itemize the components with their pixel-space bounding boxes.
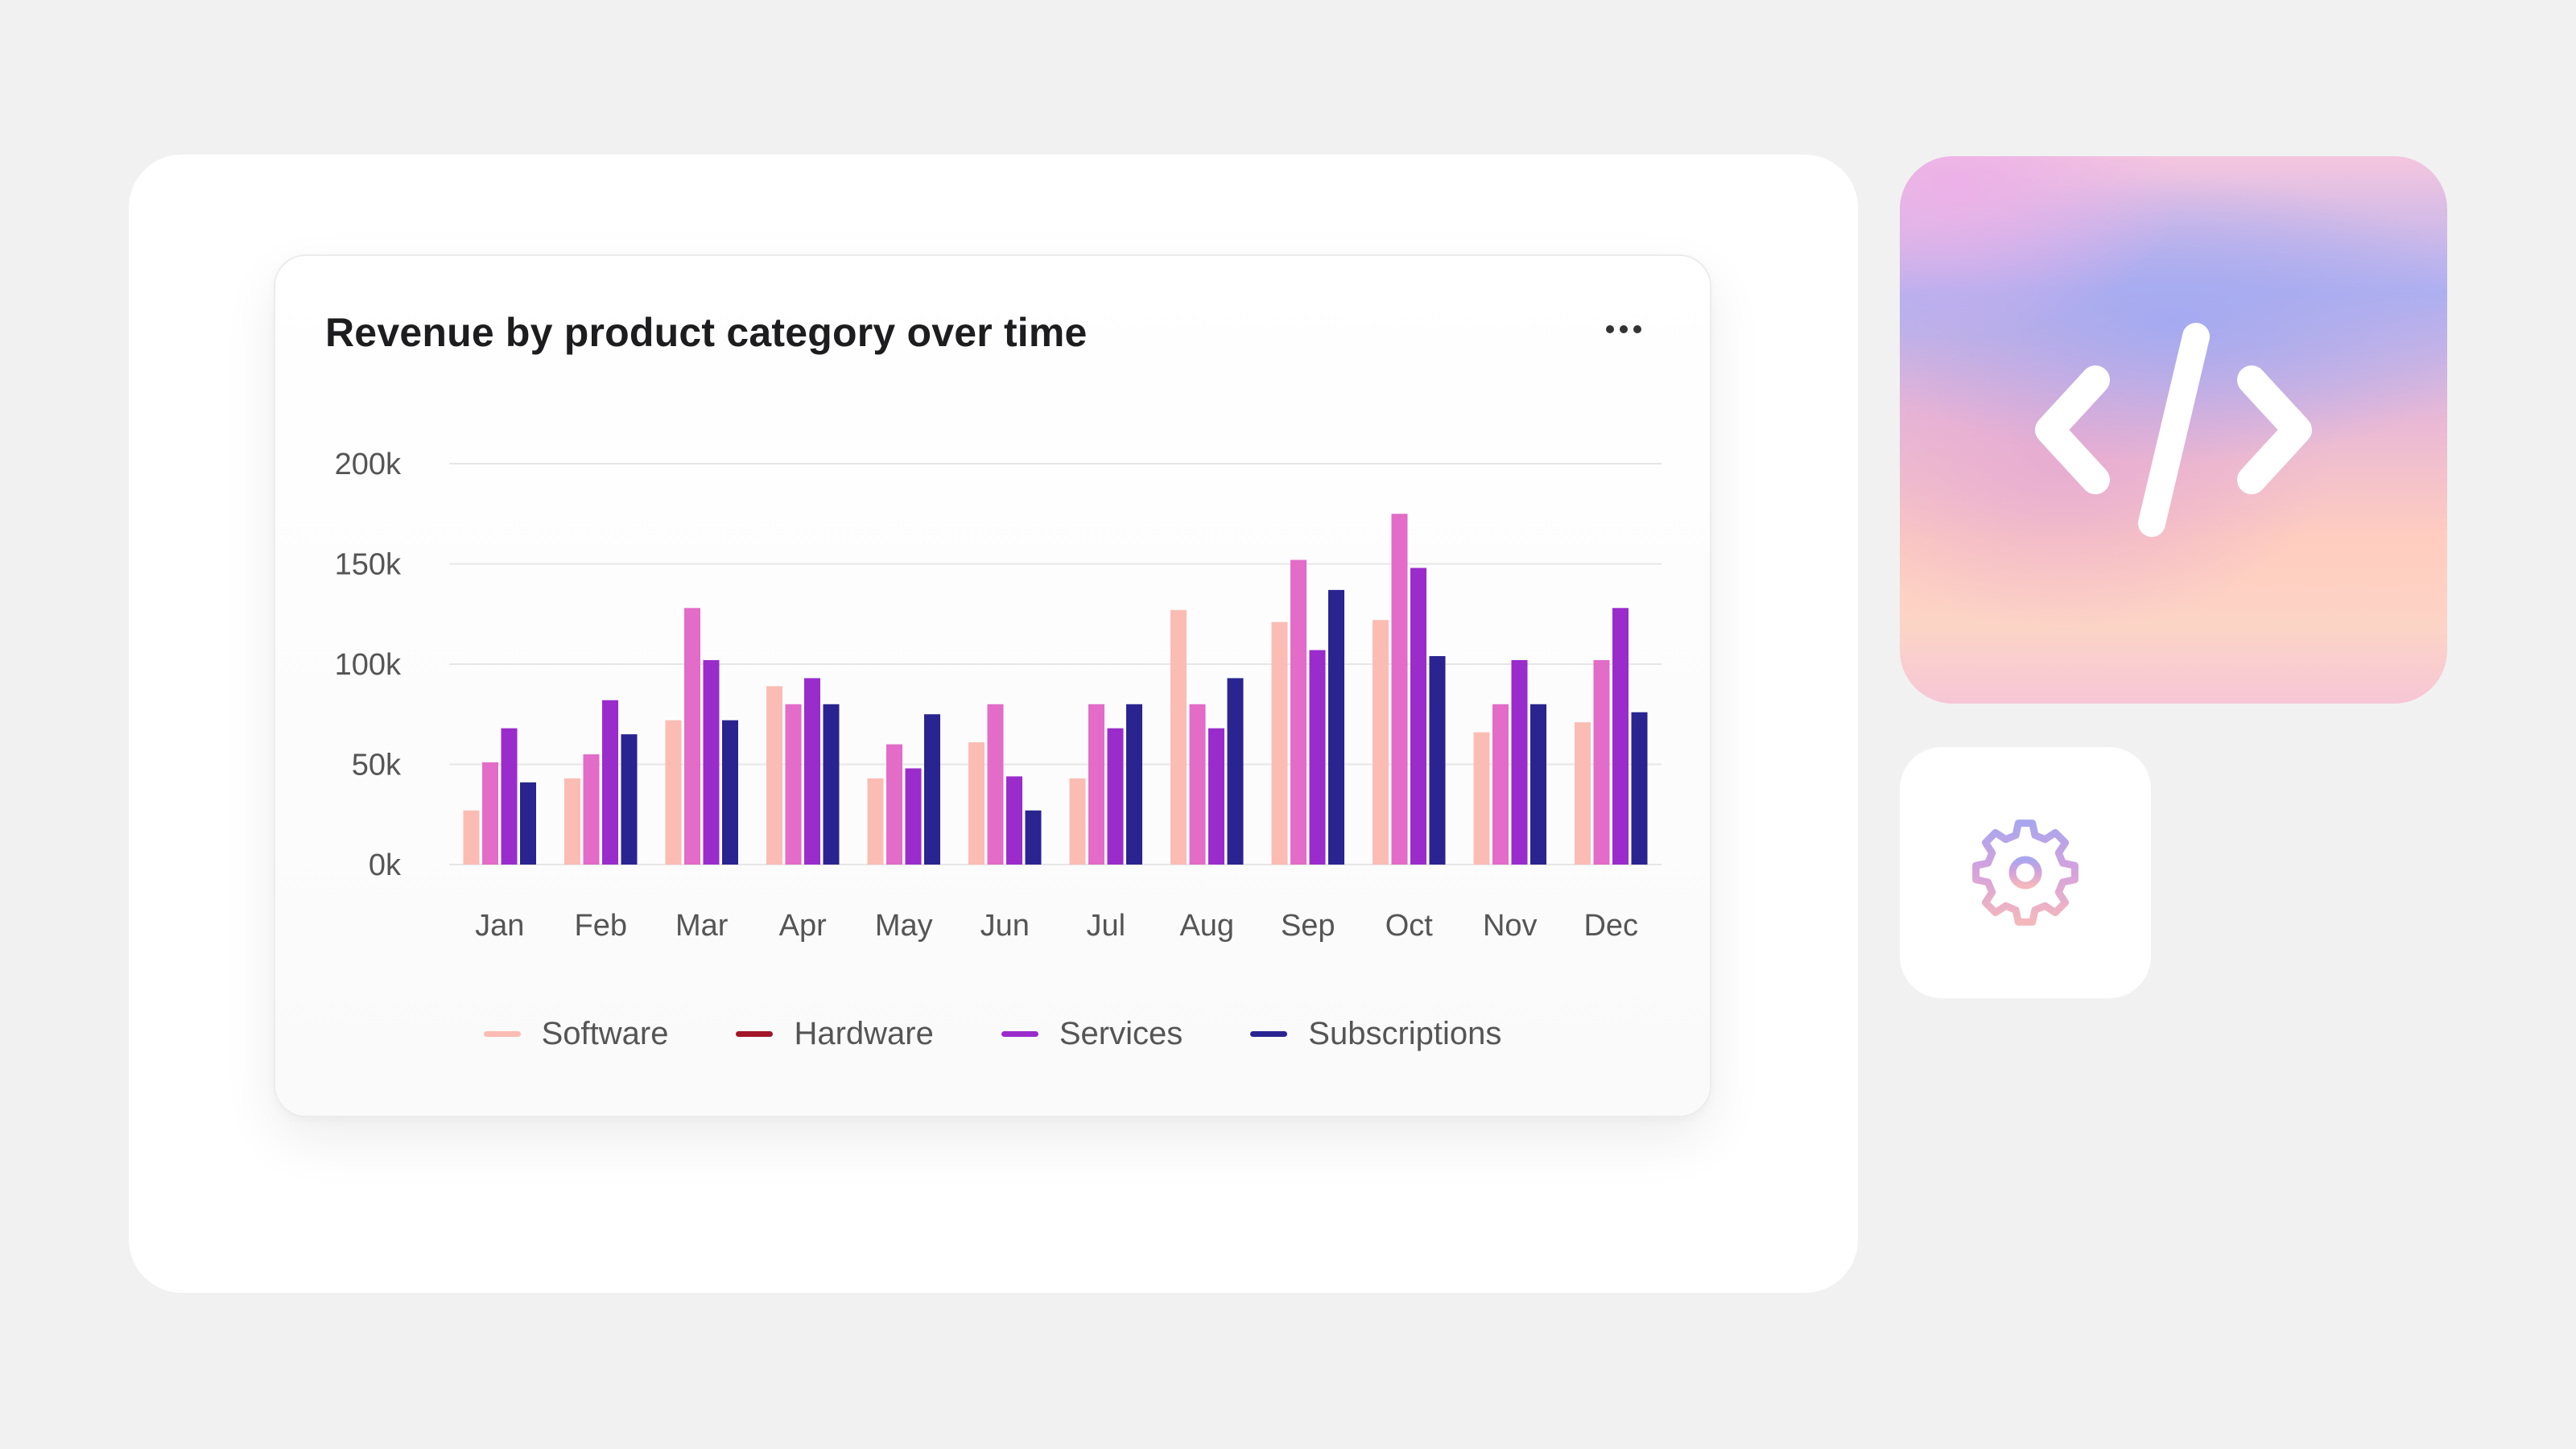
bar-subscriptions-jun[interactable] bbox=[1025, 810, 1042, 865]
bar-services-jul[interactable] bbox=[1107, 728, 1124, 865]
bar-subscriptions-apr[interactable] bbox=[823, 704, 840, 865]
bar-subscriptions-sep[interactable] bbox=[1328, 589, 1344, 865]
bar-chart: 0k 50k 100k 150k 200k Jan Feb Mar Apr May Jun Jul Au… bbox=[335, 448, 1662, 943]
bar-subscriptions-jan[interactable] bbox=[520, 782, 536, 865]
bar-services-sep[interactable] bbox=[1309, 650, 1326, 865]
more-options-button[interactable] bbox=[1587, 308, 1660, 351]
bar-subscriptions-jul[interactable] bbox=[1126, 704, 1142, 865]
legend-item-subscriptions[interactable]: Subscriptions bbox=[1250, 1016, 1501, 1052]
bar-subscriptions-nov[interactable] bbox=[1530, 704, 1546, 865]
more-horizontal-icon-dot bbox=[1606, 325, 1614, 333]
x-tick-label: Feb bbox=[575, 909, 627, 943]
x-tick-label: Apr bbox=[779, 909, 827, 943]
bar-hardware-nov[interactable] bbox=[1492, 704, 1509, 865]
legend-label: Subscriptions bbox=[1308, 1016, 1502, 1051]
y-tick-label: 50k bbox=[352, 749, 402, 782]
bar-hardware-jun[interactable] bbox=[987, 704, 1004, 865]
bar-services-nov[interactable] bbox=[1511, 660, 1528, 865]
bar-software-dec[interactable] bbox=[1575, 722, 1591, 865]
code-icon bbox=[2035, 323, 2312, 537]
bar-subscriptions-may[interactable] bbox=[924, 714, 940, 865]
bar-software-may[interactable] bbox=[867, 778, 884, 865]
x-tick-label: Jul bbox=[1086, 909, 1125, 943]
bar-subscriptions-aug[interactable] bbox=[1227, 678, 1244, 865]
bar-software-aug[interactable] bbox=[1170, 609, 1187, 865]
legend-swatch bbox=[1001, 1031, 1038, 1037]
chart-legend: Software Hardware Services Subscriptions bbox=[275, 1016, 1710, 1052]
legend-item-hardware[interactable]: Hardware bbox=[736, 1016, 934, 1052]
bar-subscriptions-mar[interactable] bbox=[722, 720, 738, 865]
bar-software-jun[interactable] bbox=[968, 742, 985, 865]
bar-hardware-apr[interactable] bbox=[785, 704, 802, 865]
legend-swatch bbox=[483, 1031, 521, 1037]
bar-hardware-dec[interactable] bbox=[1593, 660, 1610, 865]
x-tick-label: Jan bbox=[475, 909, 524, 943]
legend-item-software[interactable]: Software bbox=[483, 1016, 669, 1052]
gear-icon bbox=[1972, 819, 2079, 926]
x-tick-label: May bbox=[875, 909, 933, 943]
legend-label: Software bbox=[541, 1016, 669, 1051]
bar-software-sep[interactable] bbox=[1271, 621, 1288, 865]
bar-services-oct[interactable] bbox=[1410, 568, 1426, 865]
bar-software-apr[interactable] bbox=[766, 686, 782, 865]
more-horizontal-icon-dot bbox=[1633, 325, 1641, 333]
bar-hardware-mar[interactable] bbox=[684, 608, 700, 865]
bar-services-dec[interactable] bbox=[1612, 608, 1629, 865]
x-tick-label: Jun bbox=[980, 909, 1030, 943]
bar-software-jul[interactable] bbox=[1069, 778, 1086, 865]
legend-swatch bbox=[736, 1031, 774, 1037]
y-tick-label: 100k bbox=[335, 648, 402, 682]
bar-services-jan[interactable] bbox=[501, 728, 518, 865]
bar-services-feb[interactable] bbox=[602, 700, 618, 865]
x-tick-label: Nov bbox=[1483, 909, 1538, 943]
legend-label: Services bbox=[1059, 1016, 1183, 1051]
bar-subscriptions-oct[interactable] bbox=[1429, 656, 1446, 865]
legend-label: Hardware bbox=[794, 1016, 934, 1051]
x-tick-label: Oct bbox=[1385, 909, 1434, 943]
legend-swatch bbox=[1250, 1031, 1288, 1037]
x-tick-label: Mar bbox=[675, 909, 729, 943]
bar-services-apr[interactable] bbox=[804, 678, 820, 865]
settings-tile[interactable] bbox=[1900, 747, 2151, 998]
bar-hardware-may[interactable] bbox=[886, 744, 902, 865]
bar-services-jun[interactable] bbox=[1006, 776, 1022, 865]
chart-title: Revenue by product category over time bbox=[325, 310, 1088, 355]
bar-hardware-aug[interactable] bbox=[1189, 704, 1206, 865]
bar-software-oct[interactable] bbox=[1373, 620, 1389, 865]
bar-services-aug[interactable] bbox=[1208, 728, 1224, 865]
chart-card: Revenue by product category over time 0k… bbox=[274, 254, 1711, 1117]
x-tick-label: Dec bbox=[1583, 909, 1638, 943]
bar-software-feb[interactable] bbox=[564, 778, 580, 865]
legend-item-services[interactable]: Services bbox=[1001, 1016, 1183, 1052]
y-tick-label: 0k bbox=[369, 848, 402, 882]
code-tile[interactable] bbox=[1900, 156, 2447, 704]
x-tick-label: Sep bbox=[1281, 909, 1335, 943]
bar-software-jan[interactable] bbox=[463, 810, 480, 865]
bar-services-mar[interactable] bbox=[703, 660, 720, 865]
x-tick-label: Aug bbox=[1179, 909, 1234, 943]
bar-hardware-oct[interactable] bbox=[1391, 514, 1408, 865]
bar-hardware-feb[interactable] bbox=[583, 754, 600, 865]
bar-subscriptions-feb[interactable] bbox=[621, 734, 638, 865]
bar-hardware-jul[interactable] bbox=[1088, 704, 1104, 865]
y-tick-label: 200k bbox=[335, 448, 402, 481]
bar-services-may[interactable] bbox=[905, 768, 922, 865]
y-tick-label: 150k bbox=[335, 548, 402, 582]
more-horizontal-icon-dot bbox=[1620, 325, 1628, 333]
bar-hardware-jan[interactable] bbox=[482, 762, 498, 865]
bar-subscriptions-dec[interactable] bbox=[1631, 712, 1648, 865]
bar-software-mar[interactable] bbox=[665, 720, 682, 865]
bar-hardware-sep[interactable] bbox=[1290, 559, 1307, 865]
bar-software-nov[interactable] bbox=[1473, 732, 1490, 865]
